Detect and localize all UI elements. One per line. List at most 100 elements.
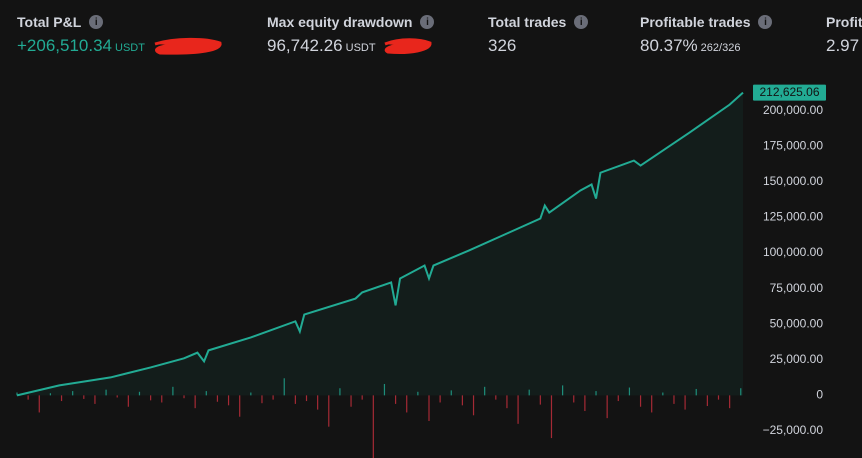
trade-bar	[617, 395, 619, 402]
trade-bar	[606, 395, 608, 419]
info-icon[interactable]: i	[574, 15, 589, 29]
y-tick-label: 175,000.00	[763, 138, 823, 152]
trade-bar	[49, 393, 52, 396]
trade-bar	[105, 389, 107, 396]
y-tick-label: 75,000.00	[770, 281, 824, 295]
redaction	[384, 38, 432, 54]
equity-area	[17, 92, 743, 396]
info-icon[interactable]: i	[420, 15, 435, 29]
trade-bar	[27, 395, 29, 400]
trade-bar	[339, 388, 341, 396]
trade-bar	[562, 385, 564, 396]
trade-bar	[16, 392, 18, 396]
trade-bar	[261, 395, 263, 404]
y-tick-label: 125,000.00	[763, 210, 823, 224]
trade-bar	[729, 395, 731, 409]
trade-bar	[428, 395, 430, 421]
stat-value: 80.37%	[640, 36, 698, 55]
trade-bar	[573, 395, 575, 403]
trade-bar	[161, 395, 163, 403]
redaction	[154, 37, 222, 55]
trade-bar	[183, 395, 185, 399]
trade-bar	[639, 395, 642, 407]
trade-bar	[740, 388, 742, 396]
y-tick-label: 0	[816, 388, 823, 402]
trade-bar	[651, 395, 653, 413]
trade-bar	[72, 391, 74, 396]
trade-bar	[517, 395, 519, 424]
stat-value: 2.97	[826, 36, 860, 55]
info-icon[interactable]: i	[89, 15, 104, 29]
stat-unit: USDT	[115, 42, 145, 54]
trade-bar	[673, 395, 675, 404]
stat-unit: USDT	[345, 42, 376, 54]
stat-label: Total P&L	[17, 14, 82, 30]
trade-bar	[584, 395, 586, 412]
trade-bar	[495, 395, 497, 400]
info-icon[interactable]: i	[758, 15, 773, 29]
trade-bar	[172, 386, 174, 396]
equity-line	[16, 91, 744, 397]
stat-label: Profit	[826, 14, 862, 30]
trade-bar	[472, 395, 475, 416]
trade-bar	[328, 395, 330, 427]
trade-bar	[127, 395, 129, 407]
y-tick-label: −25,000.00	[763, 423, 824, 437]
stat-label: Max equity drawdown	[267, 14, 413, 30]
trade-bar	[38, 395, 40, 413]
trade-bar	[138, 391, 141, 396]
trade-bar	[216, 395, 219, 402]
trade-bar	[150, 395, 152, 401]
last-value-label: 212,625.06	[759, 85, 819, 99]
stat-value: 96,742.26	[267, 36, 343, 55]
trade-bar	[539, 395, 541, 405]
y-tick-label: 100,000.00	[763, 245, 823, 259]
stat-value: 326	[488, 36, 517, 55]
trade-bar	[350, 395, 352, 407]
trade-bar	[461, 395, 463, 406]
stat: Profit 2.97	[826, 12, 862, 56]
trade-bar	[628, 387, 631, 396]
trade-bar	[394, 395, 397, 404]
stat-label: Total trades	[488, 14, 567, 30]
stat-label: Profitable trades	[640, 14, 751, 30]
trade-bar	[595, 391, 597, 396]
trade-bar	[439, 395, 441, 403]
trade-bar	[227, 395, 230, 406]
trade-bar	[60, 395, 63, 402]
trade-bar	[417, 391, 419, 396]
trade-bar	[684, 395, 686, 410]
stat-detail: 262/326	[700, 42, 741, 54]
stat: Total P&L i +206,510.34 USDT	[17, 12, 145, 56]
trade-bar	[706, 395, 708, 407]
trade-bar	[361, 395, 363, 400]
stat: Profitable trades i 80.37% 262/326	[640, 12, 773, 56]
trade-bar	[94, 395, 96, 404]
trade-bar	[317, 395, 319, 410]
y-tick-label: 50,000.00	[770, 316, 824, 330]
y-tick-label: 200,000.00	[763, 103, 823, 117]
stat: Max equity drawdown i 96,742.26 USDT	[267, 12, 435, 56]
trade-bar	[506, 395, 508, 409]
trade-bar	[194, 395, 196, 409]
y-tick-label: 150,000.00	[763, 174, 823, 188]
last-value-badge	[753, 84, 826, 101]
trade-bar	[695, 388, 697, 396]
trade-bar	[205, 391, 207, 396]
trade-bar	[528, 389, 530, 396]
stat: Total trades i 326	[488, 12, 589, 56]
trade-bar	[406, 395, 408, 413]
trade-bar	[305, 395, 308, 402]
trade-bar	[83, 395, 85, 399]
trade-bar	[717, 395, 720, 400]
trade-bar	[662, 392, 664, 396]
stat-value: +206,510.34	[17, 36, 113, 55]
trade-bar	[272, 395, 274, 400]
trade-bar	[283, 378, 285, 396]
trade-bar	[450, 390, 452, 396]
trade-bar	[550, 395, 553, 439]
y-tick-label: 25,000.00	[770, 352, 824, 366]
